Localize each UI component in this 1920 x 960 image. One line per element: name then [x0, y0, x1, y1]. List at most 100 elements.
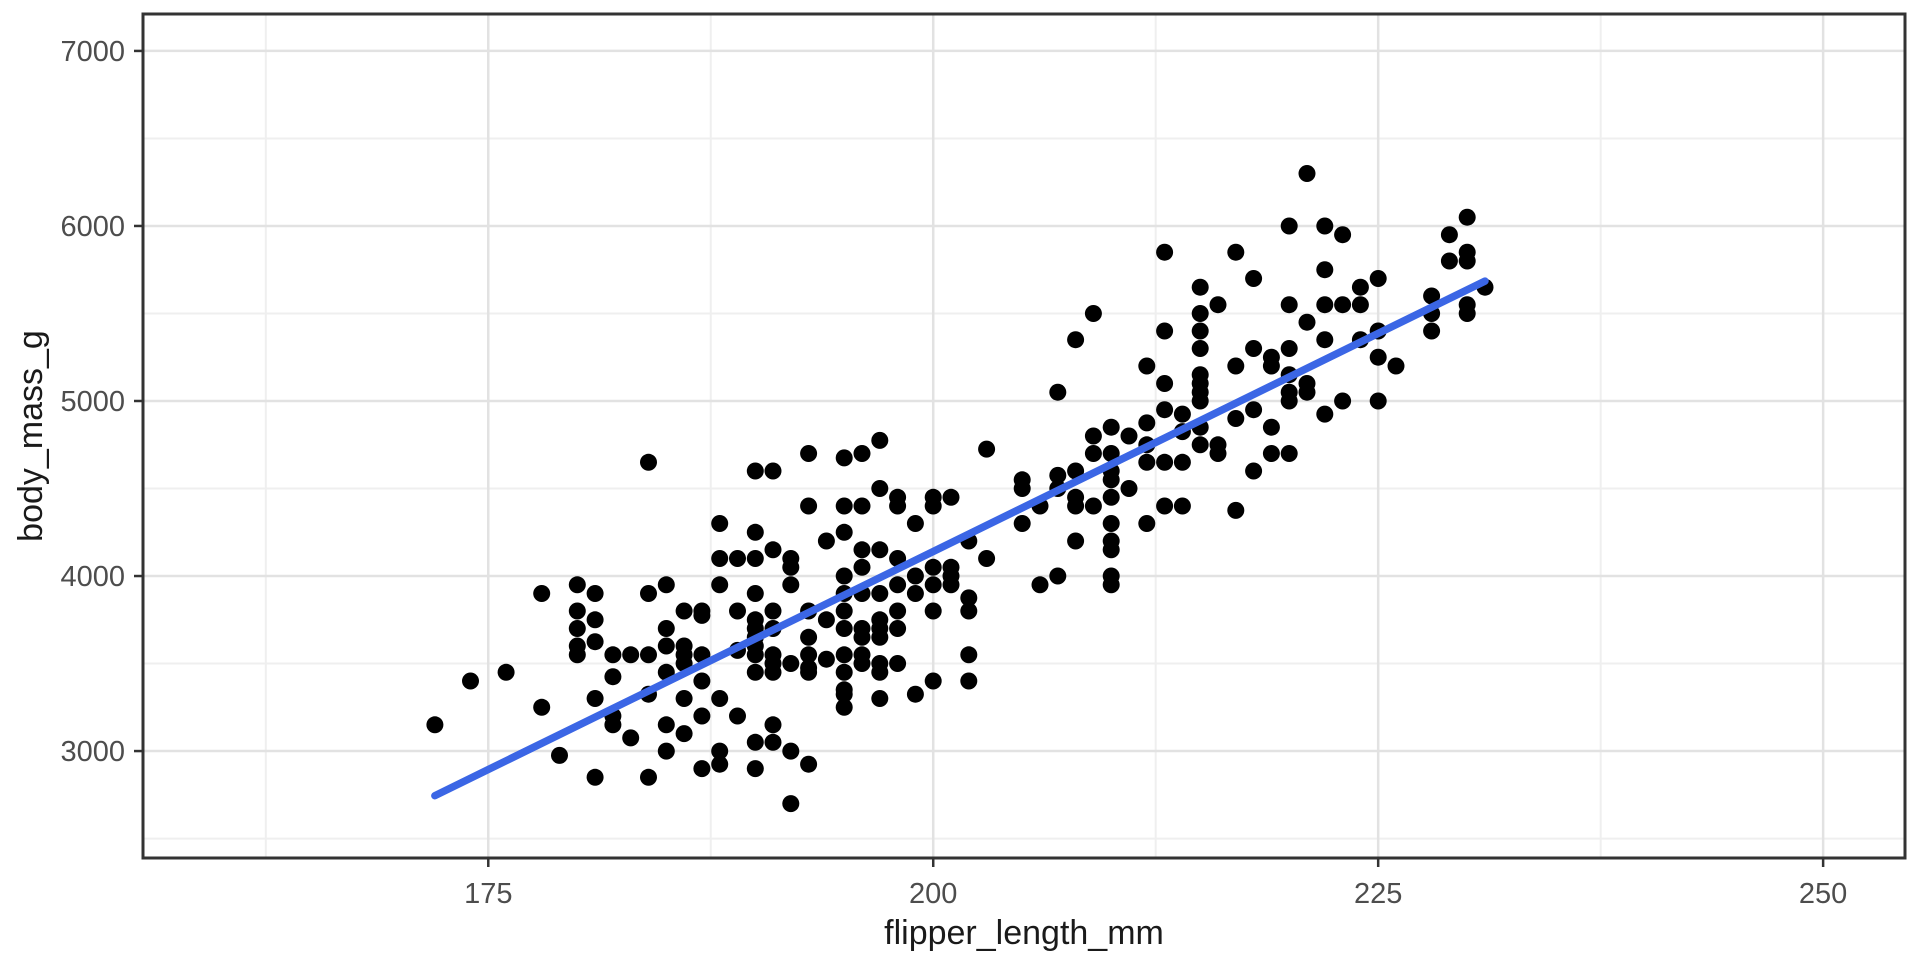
data-point — [1049, 567, 1067, 585]
data-point — [551, 746, 568, 764]
data-point — [657, 620, 675, 637]
data-point — [1458, 305, 1476, 322]
data-point — [889, 497, 907, 515]
data-point — [729, 707, 746, 725]
y-tick-label: 7000 — [60, 36, 125, 68]
data-point — [1173, 453, 1191, 471]
data-point — [497, 663, 515, 681]
data-point — [1102, 418, 1120, 436]
data-point — [1102, 541, 1120, 559]
data-point — [1049, 383, 1067, 401]
data-point — [1156, 401, 1174, 419]
data-point — [853, 558, 871, 576]
data-point — [1227, 357, 1245, 375]
data-point — [1316, 217, 1334, 235]
x-tick-label: 225 — [1354, 878, 1402, 910]
data-point — [1245, 340, 1263, 357]
data-point — [1102, 576, 1120, 594]
data-point — [764, 541, 782, 559]
data-point — [1138, 357, 1156, 375]
data-point — [657, 637, 675, 655]
data-point — [693, 707, 711, 725]
data-point — [800, 663, 818, 681]
data-point — [1369, 392, 1387, 410]
data-point — [1316, 296, 1334, 314]
data-point — [1156, 322, 1174, 340]
data-point — [817, 611, 835, 629]
data-point — [800, 445, 818, 462]
y-tick-label: 5000 — [60, 386, 125, 418]
data-point — [835, 663, 853, 681]
data-point — [906, 515, 924, 532]
data-point — [835, 567, 853, 585]
data-point — [1191, 305, 1209, 322]
data-point — [533, 698, 551, 716]
data-point — [942, 488, 960, 506]
data-point — [782, 795, 800, 813]
data-point — [853, 497, 871, 515]
data-point — [586, 633, 604, 651]
data-point — [1227, 410, 1245, 427]
data-point — [1245, 462, 1263, 480]
data-point — [640, 646, 657, 664]
data-point — [1262, 357, 1280, 375]
data-point — [568, 646, 586, 664]
x-tick-label: 200 — [909, 878, 957, 910]
data-point — [1245, 401, 1263, 419]
data-point — [1298, 383, 1316, 401]
data-point — [960, 672, 978, 690]
data-point — [711, 690, 729, 707]
data-point — [1387, 357, 1405, 375]
data-point — [1173, 405, 1191, 423]
data-point — [924, 672, 942, 690]
y-axis-title: body_mass_g — [12, 330, 50, 542]
data-point — [1369, 348, 1387, 366]
data-point — [1351, 278, 1369, 296]
data-point — [1138, 515, 1156, 532]
data-point — [604, 668, 622, 686]
data-point — [657, 716, 675, 734]
data-point — [640, 453, 657, 471]
data-point — [1262, 418, 1280, 436]
x-tick-label: 250 — [1799, 878, 1847, 910]
data-point — [853, 445, 871, 462]
data-point — [800, 646, 818, 664]
data-point — [1138, 414, 1156, 432]
data-point — [693, 672, 711, 690]
data-point — [1067, 331, 1085, 349]
data-point — [1227, 501, 1245, 519]
data-point — [675, 690, 693, 707]
data-point — [853, 628, 871, 646]
data-point — [711, 755, 729, 773]
data-point — [1298, 165, 1316, 182]
y-tick-label: 6000 — [60, 211, 125, 243]
data-point — [1049, 466, 1067, 484]
data-point — [1316, 331, 1334, 349]
data-point — [817, 650, 835, 668]
data-point — [640, 768, 657, 786]
data-point — [1084, 445, 1102, 462]
data-point — [1209, 445, 1227, 462]
data-point — [924, 558, 942, 576]
data-point — [871, 431, 889, 449]
data-point — [657, 576, 675, 594]
data-point — [675, 602, 693, 620]
data-point — [1156, 243, 1174, 261]
data-point — [711, 550, 729, 567]
data-point — [1298, 313, 1316, 331]
data-point — [1334, 392, 1352, 410]
data-point — [1031, 576, 1049, 594]
data-point — [1120, 427, 1138, 445]
data-point — [1280, 296, 1298, 314]
data-point — [1280, 217, 1298, 235]
data-point — [835, 497, 853, 515]
data-point — [835, 646, 853, 664]
data-point — [1067, 497, 1085, 515]
data-point — [978, 440, 996, 458]
data-point — [1280, 340, 1298, 357]
data-point — [746, 550, 764, 567]
data-point — [693, 606, 711, 624]
data-point — [889, 655, 907, 672]
data-point — [924, 576, 942, 594]
data-point — [746, 462, 764, 480]
